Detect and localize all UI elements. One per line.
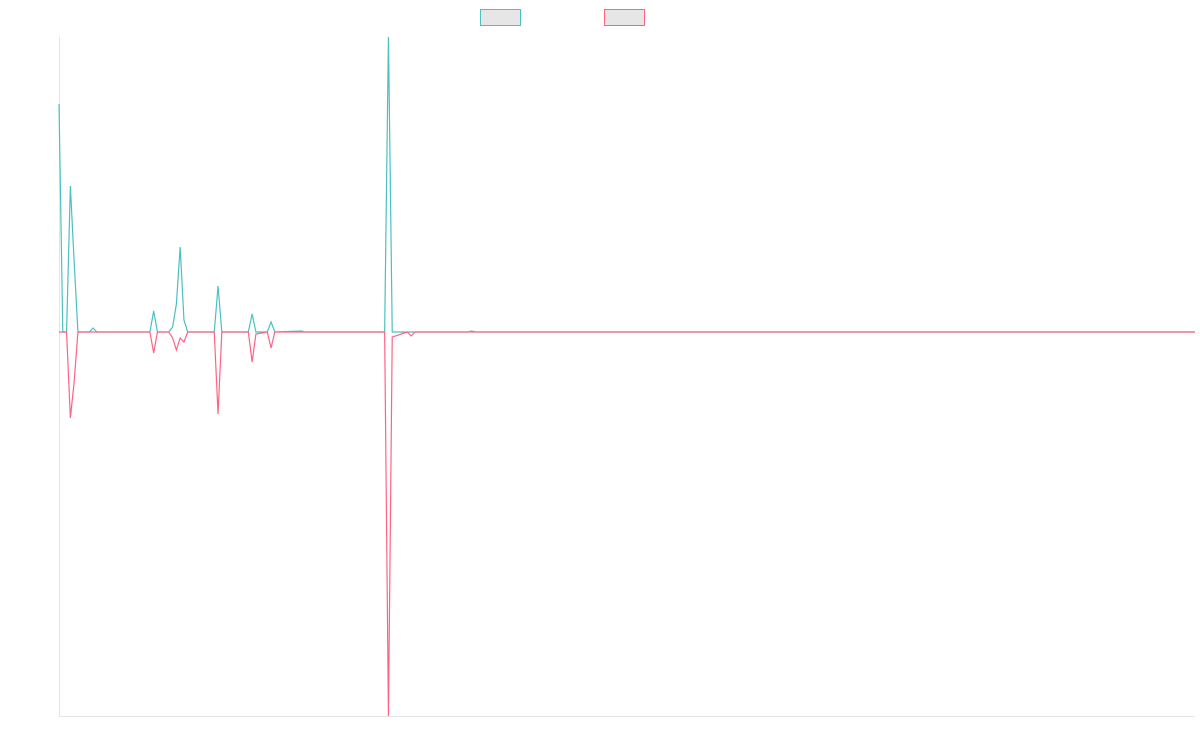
legend-swatch <box>480 9 521 26</box>
series-line <box>59 331 1195 717</box>
legend-swatch <box>604 9 645 26</box>
series-line <box>58 36 1195 333</box>
